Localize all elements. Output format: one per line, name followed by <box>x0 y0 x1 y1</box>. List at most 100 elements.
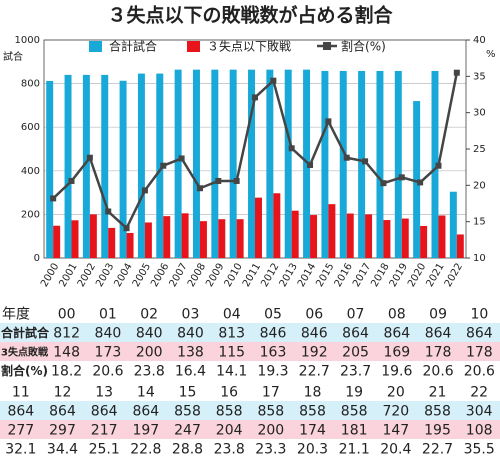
line-marker <box>215 177 222 184</box>
table-cell: 192 <box>301 345 328 361</box>
table-cell: 200 <box>136 345 163 361</box>
line-marker <box>453 69 460 76</box>
bar <box>211 69 219 258</box>
line-marker <box>160 162 167 169</box>
table-cell: 148 <box>53 345 80 361</box>
bar <box>328 204 336 258</box>
table-row-header: 年度 <box>2 307 30 323</box>
bar <box>174 69 182 258</box>
bar <box>101 74 109 258</box>
y-tick-label: 1000 <box>15 35 40 46</box>
table-cell: 846 <box>301 326 328 342</box>
table-cell: 864 <box>91 404 118 420</box>
bar <box>339 70 347 259</box>
table-cell: 169 <box>383 345 410 361</box>
bar <box>284 69 292 258</box>
table-cell: 23.3 <box>255 442 286 458</box>
line-marker <box>86 154 93 161</box>
bar <box>229 69 237 258</box>
line-marker <box>252 94 258 101</box>
y2-tick-label: 20 <box>473 180 486 191</box>
bar <box>365 214 373 258</box>
table-cell: 22.8 <box>130 442 161 458</box>
table-year: 06 <box>305 307 323 323</box>
y-tick-label: 800 <box>21 79 40 90</box>
legend-swatch <box>187 41 201 52</box>
table-cell: 23.8 <box>214 442 245 458</box>
table-cell: 16.4 <box>175 364 206 380</box>
table-cell: 25.1 <box>89 442 120 458</box>
table-cell: 178 <box>466 345 493 361</box>
table-cell: 200 <box>257 423 284 439</box>
legend-label: 合計試合 <box>109 39 157 54</box>
table-cell: 20.4 <box>380 442 411 458</box>
table-row-bg <box>0 342 500 361</box>
bar <box>248 69 255 258</box>
bar <box>163 216 171 258</box>
bar <box>119 80 127 259</box>
legend-swatch <box>323 42 332 50</box>
table-year: 09 <box>429 307 447 323</box>
table-cell: 840 <box>95 326 122 342</box>
table-cell: 864 <box>383 326 410 342</box>
bar <box>255 197 262 258</box>
x-tick-label: 2022 <box>443 262 465 290</box>
table-year: 03 <box>182 307 200 323</box>
line-marker <box>362 158 369 165</box>
table-cell: 812 <box>53 326 80 342</box>
table-cell: 174 <box>299 423 326 439</box>
y-tick-label: 400 <box>21 166 40 177</box>
table-cell: 864 <box>49 404 76 420</box>
bar <box>420 225 428 258</box>
table-cell: 304 <box>466 404 493 420</box>
bar <box>273 193 281 258</box>
table-cell: 864 <box>7 404 34 420</box>
line-marker <box>398 174 405 181</box>
y2-tick-label: 35 <box>473 71 486 82</box>
table-cell: 19.6 <box>381 364 412 380</box>
table-cell: 35.5 <box>464 442 495 458</box>
table-year: 19 <box>345 385 363 401</box>
table-cell: 813 <box>218 326 245 342</box>
line-marker <box>178 155 185 162</box>
y2-tick-label: 30 <box>473 108 486 119</box>
table-cell: 22.7 <box>422 442 453 458</box>
line-marker <box>270 77 277 84</box>
table-cell: 173 <box>95 345 122 361</box>
table-year: 05 <box>264 307 282 323</box>
bar <box>266 69 274 258</box>
table-row-bg <box>0 420 500 439</box>
table-cell: 205 <box>342 345 369 361</box>
table-cell: 20.6 <box>423 364 454 380</box>
table-cell: 14.1 <box>216 364 247 380</box>
table-row-label: 3失点敗戦 <box>1 346 49 359</box>
bar <box>438 215 446 258</box>
line-marker <box>123 225 130 232</box>
table-cell: 20.6 <box>464 364 495 380</box>
table-row-label: 割合(%) <box>1 363 48 378</box>
bar <box>108 227 116 258</box>
table-cell: 138 <box>177 345 204 361</box>
line-marker <box>68 177 75 184</box>
bar <box>346 213 354 258</box>
table-cell: 28.8 <box>172 442 203 458</box>
table-cell: 297 <box>49 423 76 439</box>
bar <box>236 219 244 258</box>
table-cell: 115 <box>218 345 245 361</box>
line-marker <box>233 177 240 184</box>
table-cell: 858 <box>341 404 368 420</box>
table-cell: 32.1 <box>5 442 36 458</box>
table-cell: 277 <box>7 423 34 439</box>
table-cell: 163 <box>260 345 287 361</box>
table-row-label: 合計試合 <box>1 325 50 340</box>
legend-label: ３失点以下敗戦 <box>207 39 291 54</box>
bar <box>310 215 318 258</box>
line-marker <box>380 180 387 187</box>
line-marker <box>288 145 295 152</box>
bar <box>137 73 145 259</box>
table-year: 02 <box>140 307 158 323</box>
y2-tick-label: 15 <box>473 217 486 228</box>
table-cell: 181 <box>341 423 368 439</box>
table-year: 15 <box>179 385 197 401</box>
y-tick-label: 0 <box>34 253 40 264</box>
